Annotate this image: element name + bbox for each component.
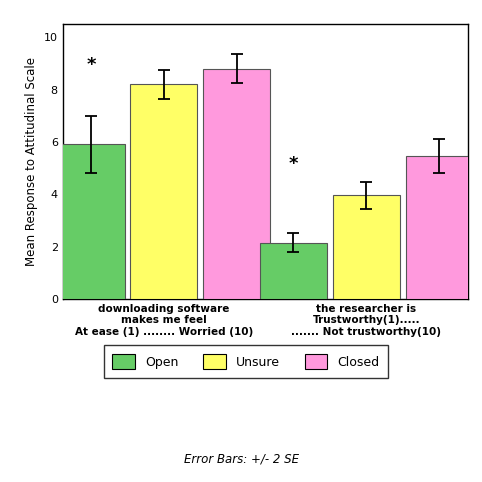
- Bar: [203, 68, 270, 299]
- Bar: [406, 156, 473, 299]
- Text: *: *: [289, 155, 298, 173]
- Bar: [130, 84, 198, 299]
- Bar: [57, 145, 124, 299]
- Bar: [260, 242, 327, 299]
- Y-axis label: Mean Response to Attitudinal Scale: Mean Response to Attitudinal Scale: [25, 57, 38, 266]
- Bar: [333, 196, 400, 299]
- Text: *: *: [86, 56, 96, 74]
- Text: Error Bars: +/- 2 SE: Error Bars: +/- 2 SE: [184, 453, 298, 466]
- Legend: Open, Unsure, Closed: Open, Unsure, Closed: [104, 345, 388, 378]
